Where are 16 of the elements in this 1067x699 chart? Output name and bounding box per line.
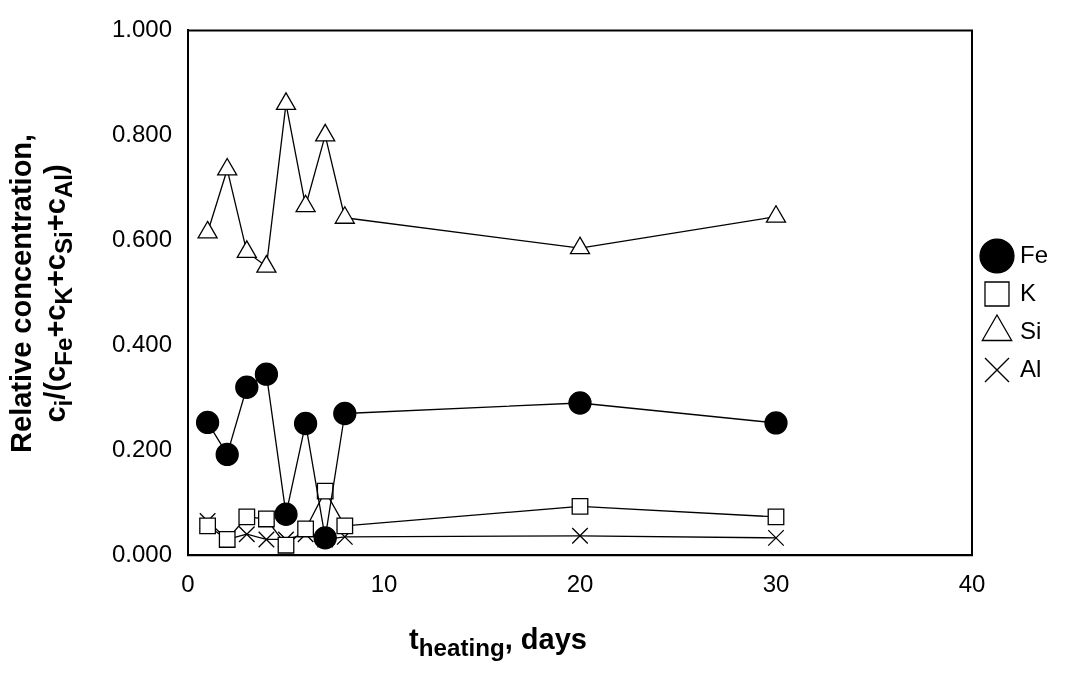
x-tick-label: 0 (181, 570, 195, 598)
x-tick-label: 40 (958, 570, 986, 598)
y-tick-label: 1.000 (111, 15, 172, 43)
x-axis-title: t$_{heating}$, days (408, 623, 588, 662)
legend-label: Al (1019, 354, 1042, 382)
x-tick-label: 30 (762, 570, 790, 598)
y-tick-label: 0.000 (111, 539, 172, 567)
x-tick-label: 20 (566, 570, 594, 598)
legend-label: Fe (1019, 240, 1049, 268)
y-tick-label: 0.200 (111, 434, 172, 462)
y-tick-label: 0.800 (111, 119, 172, 147)
legend-label: Si (1019, 316, 1042, 344)
y-tick-label: 0.600 (111, 224, 172, 252)
legend-label: K (1019, 278, 1037, 306)
x-tick-label: 10 (370, 570, 398, 598)
y-tick-label: 0.400 (111, 329, 172, 357)
